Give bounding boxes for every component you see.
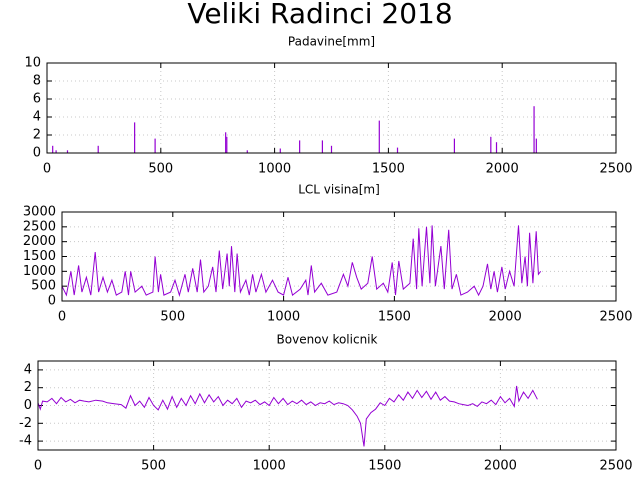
y-tick-label: 0 [33,146,41,161]
x-tick-label: 2500 [599,162,632,177]
x-tick-label: 2500 [599,459,632,474]
subplot-title: LCL visina[m] [298,183,380,197]
y-tick-label: 4 [24,362,32,377]
y-tick-label: 0 [24,398,32,413]
y-tick-label: 2000 [23,234,56,249]
x-tick-label: 0 [58,310,66,325]
x-tick-label: 500 [160,310,185,325]
x-tick-label: 1000 [267,310,300,325]
y-tick-label: 10 [24,56,41,71]
x-tick-label: 1500 [368,459,401,474]
plot-frame [61,211,617,302]
x-tick-label: 500 [141,459,166,474]
plot-frame [46,62,617,154]
x-tick-label: 2000 [489,310,522,325]
y-tick-label: 4 [33,110,41,125]
y-tick-label: 2500 [23,219,56,234]
y-tick-label: 6 [33,92,41,107]
figure-title: Veliki Radinci 2018 [187,0,452,30]
data-line [61,225,542,297]
y-tick-label: -4 [19,434,32,449]
x-tick-label: 2000 [486,162,519,177]
x-tick-label: 500 [148,162,173,177]
y-tick-label: 0 [48,294,56,309]
x-tick-label: 0 [34,459,42,474]
x-tick-label: 1500 [378,310,411,325]
y-tick-label: 1500 [23,249,56,264]
subplot-title: Bovenov kolicnik [277,333,378,347]
data-line [37,385,538,447]
y-tick-label: 2 [33,128,41,143]
x-tick-label: 0 [43,162,51,177]
x-tick-label: 1500 [372,162,405,177]
y-tick-label: -2 [19,416,32,431]
subplot-title: Padavine[mm] [288,35,375,49]
y-tick-label: 8 [33,74,41,89]
y-tick-label: 2 [24,380,32,395]
x-tick-label: 1000 [258,162,291,177]
x-tick-label: 2000 [484,459,517,474]
x-tick-label: 2500 [599,310,632,325]
plot-frame [37,360,617,451]
x-tick-label: 1000 [253,459,286,474]
y-tick-label: 500 [31,279,56,294]
y-tick-label: 3000 [23,205,56,220]
y-tick-label: 1000 [23,264,56,279]
